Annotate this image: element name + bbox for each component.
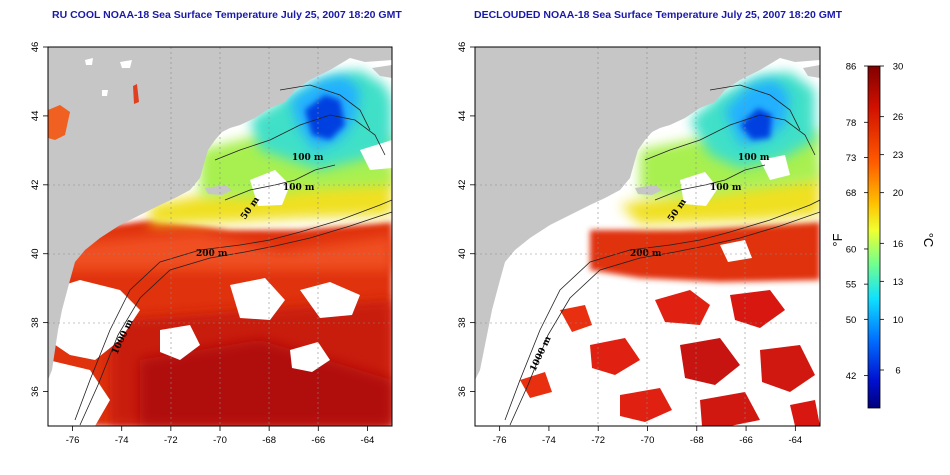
celsius-tick-label: 16 <box>893 239 904 250</box>
right-lat-tick-label: 44 <box>457 111 468 122</box>
celsius-tick-label: 10 <box>893 315 904 326</box>
celsius-tick-label: 23 <box>893 150 904 161</box>
right-lon-tick-label: -76 <box>493 435 507 446</box>
celsius-tick-label: 30 <box>893 62 904 73</box>
left-isobath-100-label-2: 100 m <box>283 183 315 193</box>
right-isobath-100-label-2: 100 m <box>710 183 742 193</box>
fahrenheit-tick-label: 42 <box>846 371 857 382</box>
left-cloud-mask <box>48 140 392 426</box>
right-map-title: DECLOUDED NOAA-18 Sea Surface Temperatur… <box>474 9 843 21</box>
right-lon-tick-label: -74 <box>542 435 556 446</box>
right-lon-tick-label: -64 <box>788 435 802 446</box>
fahrenheit-unit-label: °F <box>830 233 845 246</box>
fahrenheit-tick-label: 86 <box>846 62 857 73</box>
right-landmass <box>475 47 820 380</box>
celsius-tick-label: 13 <box>893 277 904 288</box>
fahrenheit-tick-label: 50 <box>846 315 857 326</box>
left-lat-tick-label: 40 <box>30 248 41 259</box>
left-lon-tick-label: -68 <box>262 435 276 446</box>
celsius-tick-label: 20 <box>893 188 904 199</box>
left-axes: -76 -74 -72 -70 -68 -66 -64 36 38 40 42 44 46 <box>30 42 374 446</box>
left-map-panel: 100 m 100 m 200 m 50 m 1000 m <box>47 46 393 427</box>
left-isobath-100-label: 100 m <box>292 153 324 163</box>
right-lat-tick-label: 42 <box>457 180 468 191</box>
right-axes: -76 -74 -72 -70 -68 -66 -64 36 38 40 42 44 46 <box>457 42 802 446</box>
right-lon-tick-label: -72 <box>591 435 605 446</box>
left-lon-tick-label: -66 <box>311 435 325 446</box>
left-lon-tick-label: -76 <box>66 435 80 446</box>
fahrenheit-tick-label: 73 <box>846 153 857 164</box>
fahrenheit-tick-label: 60 <box>846 244 857 255</box>
right-isobaths <box>504 84 820 426</box>
left-map-title: RU COOL NOAA-18 Sea Surface Temperature … <box>52 9 402 21</box>
right-lon-tick-label: -70 <box>641 435 655 446</box>
left-lon-tick-label: -74 <box>115 435 129 446</box>
temperature-colorbar: 30 26 23 20 16 13 10 6 86 78 73 68 60 55 50 42 °F °C <box>830 62 936 409</box>
right-graticule <box>475 47 820 426</box>
left-lat-tick-label: 44 <box>30 111 41 122</box>
left-lon-tick-label: -72 <box>164 435 178 446</box>
fahrenheit-tick-label: 78 <box>846 118 857 129</box>
right-lat-tick-label: 38 <box>457 317 468 328</box>
celsius-unit-label: °C <box>921 233 936 248</box>
left-lat-tick-label: 42 <box>30 180 41 191</box>
fahrenheit-tick-label: 68 <box>846 188 857 199</box>
left-lat-tick-label: 38 <box>30 317 41 328</box>
right-map-panel: 100 m 100 m 200 m 50 m 1000 m <box>474 46 821 427</box>
celsius-tick-label: 6 <box>895 366 900 377</box>
right-isobath-100-label: 100 m <box>738 153 770 163</box>
colorbar-gradient <box>867 65 881 409</box>
fahrenheit-tick-label: 55 <box>846 280 857 291</box>
celsius-tick-label: 26 <box>893 112 904 123</box>
left-isobath-200-label: 200 m <box>196 249 228 259</box>
left-landmass <box>48 47 392 380</box>
right-cloud-mask <box>680 155 790 262</box>
left-lat-tick-label: 36 <box>30 386 41 397</box>
left-graticule <box>48 47 392 426</box>
left-lon-tick-label: -64 <box>361 435 375 446</box>
right-lon-tick-label: -66 <box>739 435 753 446</box>
colorbar-ticks: 30 26 23 20 16 13 10 6 86 78 73 68 60 55 50 42 <box>846 62 904 383</box>
right-lon-tick-label: -68 <box>690 435 704 446</box>
right-lat-tick-label: 40 <box>457 248 468 259</box>
left-lon-tick-label: -70 <box>213 435 227 446</box>
right-lat-tick-label: 36 <box>457 386 468 397</box>
right-lat-tick-label: 46 <box>457 42 468 53</box>
left-lat-tick-label: 46 <box>30 42 41 53</box>
